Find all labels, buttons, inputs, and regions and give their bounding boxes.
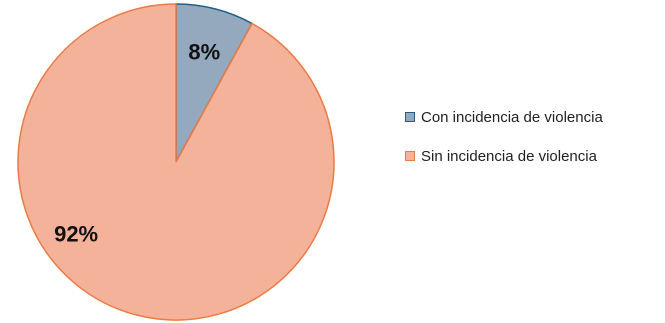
legend-label-con-incidencia: Con incidencia de violencia: [421, 108, 603, 126]
legend-item-sin-incidencia: Sin incidencia de violencia: [405, 147, 603, 165]
legend-swatch-con-incidencia: [405, 112, 415, 122]
data-label-con-incidencia: 8%: [188, 39, 220, 64]
pie-slice-sin-incidencia: [17, 3, 335, 321]
legend-item-con-incidencia: Con incidencia de violencia: [405, 108, 603, 126]
legend: Con incidencia de violencia Sin incidenc…: [405, 108, 603, 186]
data-label-sin-incidencia: 92%: [54, 222, 98, 247]
legend-label-sin-incidencia: Sin incidencia de violencia: [421, 147, 597, 165]
legend-swatch-sin-incidencia: [405, 151, 415, 161]
